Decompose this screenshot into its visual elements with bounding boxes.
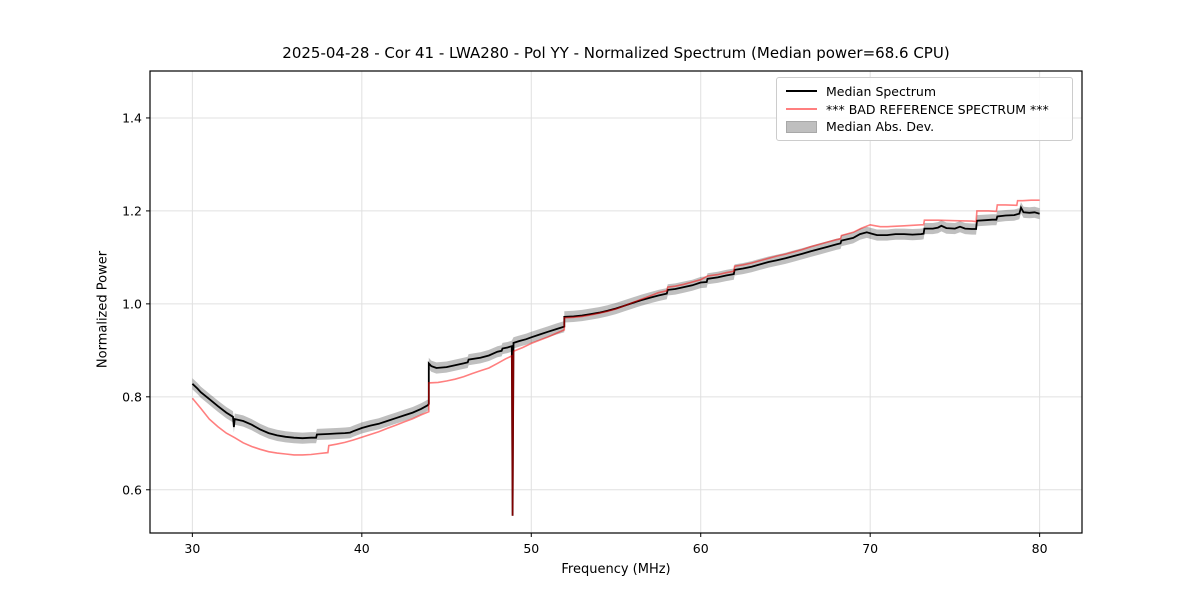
- legend-label-median-spectrum: Median Spectrum: [826, 83, 937, 99]
- median-spectrum-line: [191, 205, 1040, 516]
- bad-reference-spectrum-line: [191, 199, 1040, 516]
- y-tick-label-1.2: 1.2: [122, 203, 142, 218]
- legend-label-bad-reference-spectrum: *** BAD REFERENCE SPECTRUM ***: [826, 101, 1049, 117]
- legend-entry-bad-reference-spectrum: *** BAD REFERENCE SPECTRUM ***: [786, 102, 1063, 117]
- y-tick-label-0.6: 0.6: [122, 482, 142, 497]
- legend-entry-median-spectrum: Median Spectrum: [786, 84, 1063, 99]
- axes-frame: [149, 70, 1083, 534]
- y-axis-label: Normalized Power: [95, 250, 111, 369]
- median-abs-dev-band: [192, 202, 1040, 444]
- y-tick-label-1.4: 1.4: [122, 110, 142, 125]
- x-tick-label-70: 70: [862, 541, 878, 556]
- bad-reference-swatch-icon: [786, 107, 817, 111]
- median-spectrum-swatch-icon: [786, 90, 817, 93]
- chart-title: 2025-04-28 - Cor 41 - LWA280 - Pol YY - …: [282, 44, 950, 62]
- legend: Median Spectrum *** BAD REFERENCE SPECTR…: [776, 77, 1073, 141]
- x-tick-label-60: 60: [693, 541, 709, 556]
- legend-entry-median-abs-dev: Median Abs. Dev.: [786, 119, 1063, 134]
- x-tick-label-50: 50: [523, 541, 539, 556]
- x-tick-label-40: 40: [354, 541, 370, 556]
- y-tick-label-0.8: 0.8: [122, 389, 142, 404]
- x-tick-label-80: 80: [1032, 541, 1048, 556]
- x-tick-label-30: 30: [184, 541, 200, 556]
- y-tick-label-1.0: 1.0: [122, 296, 142, 311]
- legend-label-median-abs-dev: Median Abs. Dev.: [826, 119, 935, 135]
- x-axis-label: Frequency (MHz): [561, 562, 671, 577]
- median-abs-dev-swatch-icon: [786, 120, 817, 133]
